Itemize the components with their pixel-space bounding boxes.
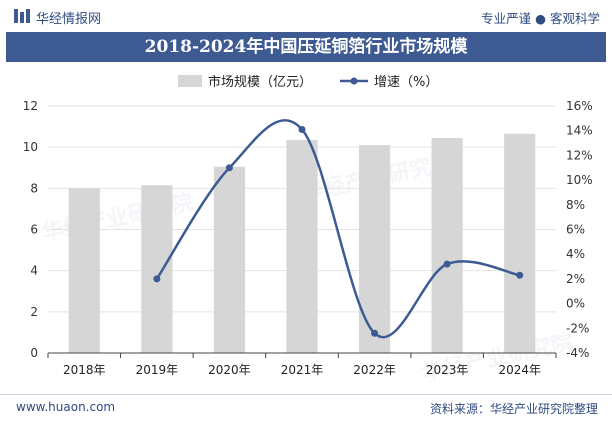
slogan: 专业严谨 ● 客观科学	[481, 11, 600, 26]
legend-bar-swatch	[178, 75, 202, 87]
y-left-tick-label: 4	[30, 264, 38, 278]
line-series	[153, 119, 524, 339]
growth-point	[371, 329, 379, 337]
top-bar: 华经情报网 专业严谨 ● 客观科学	[0, 0, 612, 32]
y-left-tick-label: 2	[30, 305, 38, 319]
chart: 0 2 4 6 8 10 12 -4% -2% 0% 2% 4% 6% 8% 10% 12% 14% 16% 2…	[23, 74, 593, 377]
y-left-tick-label: 0	[30, 346, 38, 360]
x-axis: 2018年 2019年 2020年 2021年 2022年 2023年 2024年	[47, 352, 557, 377]
logo-icon	[14, 9, 30, 23]
x-tick-label: 2019年	[136, 363, 179, 377]
y-right-tick-label: 6%	[566, 223, 585, 237]
y-right-tick-label: 14%	[566, 124, 593, 138]
y-left-tick-label: 12	[23, 99, 38, 113]
legend: 市场规模（亿元） 增速（%）	[178, 74, 438, 90]
legend-bar-label: 市场规模（亿元）	[208, 74, 312, 90]
y-right-tick-label: 4%	[566, 247, 585, 261]
legend-line-label: 增速（%）	[374, 75, 438, 90]
x-tick-label: 2020年	[208, 363, 251, 377]
y-left-tick-label: 10	[23, 140, 38, 154]
y-right-tick-label: 10%	[566, 173, 593, 187]
x-tick-label: 2018年	[63, 363, 106, 377]
x-tick-label: 2023年	[426, 363, 469, 377]
bar	[431, 137, 463, 353]
bar	[504, 133, 536, 353]
growth-point	[298, 125, 306, 133]
y-right-tick-label: 8%	[566, 198, 585, 212]
legend-line-marker	[350, 77, 358, 85]
y-axis-left: 0 2 4 6 8 10 12	[23, 99, 38, 360]
y-left-tick-label: 8	[30, 181, 38, 195]
bar	[286, 139, 318, 353]
y-axis-right: -4% -2% 0% 2% 4% 6% 8% 10% 12% 14% 16%	[566, 99, 593, 360]
growth-point	[153, 275, 161, 283]
bar	[358, 145, 391, 353]
bar	[141, 185, 173, 353]
growth-line	[155, 119, 520, 339]
y-right-tick-label: -2%	[566, 321, 589, 335]
brand-name: 华经情报网	[36, 12, 102, 27]
x-tick-label: 2021年	[281, 363, 324, 377]
bar-series	[68, 133, 536, 353]
y-right-tick-label: 0%	[566, 297, 585, 311]
x-tick-label: 2022年	[353, 363, 396, 377]
growth-point	[443, 260, 451, 268]
x-tick-label: 2024年	[498, 363, 541, 377]
bar	[68, 188, 100, 353]
y-left-tick-label: 6	[30, 223, 38, 237]
growth-point	[225, 164, 233, 172]
y-right-tick-label: 16%	[566, 99, 593, 113]
growth-point	[516, 271, 524, 279]
footer-url[interactable]: www.huaon.com	[16, 400, 116, 414]
y-right-tick-label: 12%	[566, 148, 593, 162]
bar	[213, 166, 246, 353]
chart-title: 2018-2024年中国压延铜箔行业市场规模	[6, 32, 606, 62]
y-right-tick-label: -4%	[566, 346, 589, 360]
y-right-tick-label: 2%	[566, 272, 585, 286]
footer-bar: www.huaon.com 资料来源：华经产业研究院整理	[0, 394, 612, 424]
footer-source: 资料来源：华经产业研究院整理	[429, 402, 598, 416]
